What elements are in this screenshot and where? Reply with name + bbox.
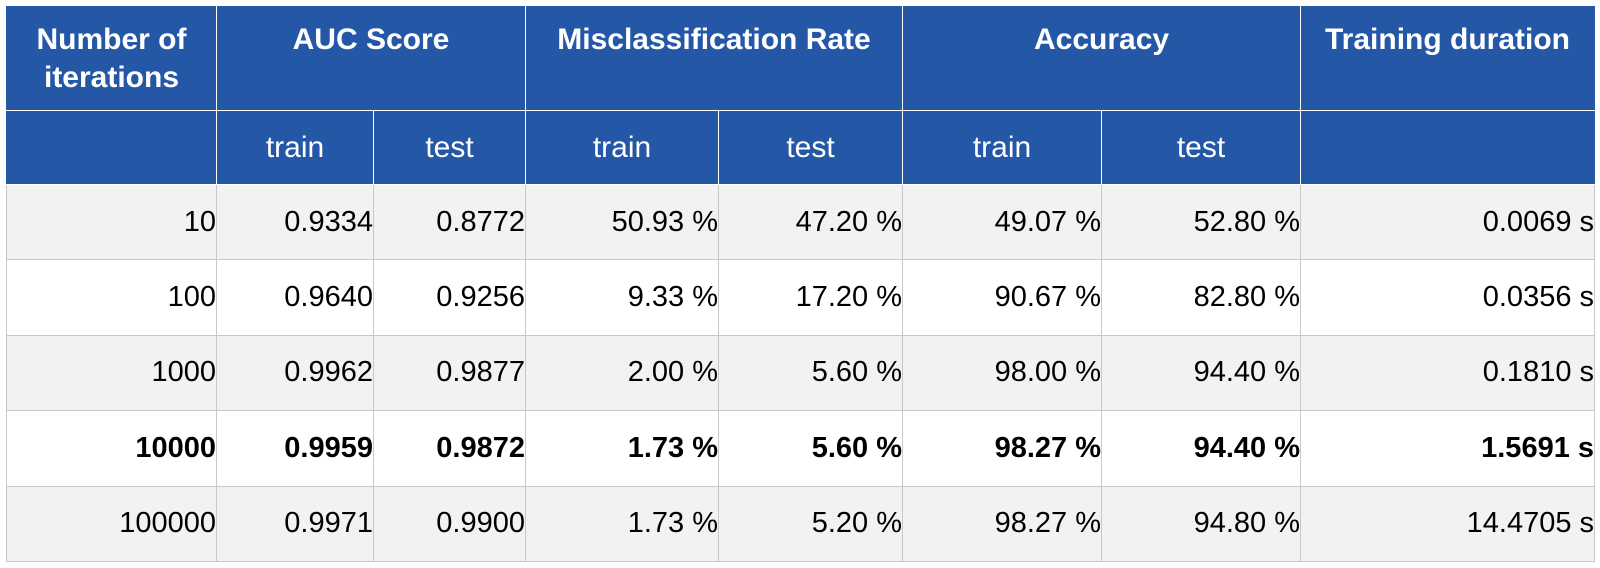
cell-accuracy-train: 98.00 % [902,334,1103,412]
cell-accuracy-train: 49.07 % [902,183,1103,261]
table-row: 10 0.9334 0.8772 50.93 % 47.20 % 49.07 %… [6,183,1596,261]
cell-accuracy-test: 94.40 % [1101,410,1302,487]
cell-auc-test: 0.9256 [373,259,526,336]
header-row-top: Number of iterations AUC Score Misclassi… [6,6,1596,111]
subheader-accuracy-test: test [1101,110,1302,185]
cell-misclass-train: 2.00 % [525,334,719,412]
cell-misclass-test: 5.60 % [717,334,904,412]
header-misclassification: Misclassification Rate [524,6,904,111]
cell-misclass-test: 17.20 % [717,259,904,336]
cell-accuracy-train: 98.27 % [902,410,1103,487]
subheader-auc-test: test [373,110,526,185]
table-row-highlighted: 10000 0.9959 0.9872 1.73 % 5.60 % 98.27 … [6,410,1596,487]
cell-accuracy-test: 94.80 % [1101,485,1302,563]
table-body: 10 0.9334 0.8772 50.93 % 47.20 % 49.07 %… [6,183,1596,563]
cell-auc-train: 0.9971 [216,485,374,563]
cell-iterations: 1000 [6,334,217,412]
cell-misclass-test: 47.20 % [717,183,904,261]
cell-iterations: 10000 [6,410,217,487]
table-row: 100 0.9640 0.9256 9.33 % 17.20 % 90.67 %… [6,259,1596,336]
cell-misclass-train: 1.73 % [525,485,719,563]
header-row-sub: train test train test train test [6,110,1596,185]
cell-auc-train: 0.9959 [216,410,374,487]
cell-misclass-train: 50.93 % [525,183,719,261]
header-duration: Training duration [1300,6,1596,111]
subheader-misclass-test: test [717,110,904,185]
subheader-duration-empty [1300,110,1596,185]
cell-misclass-test: 5.60 % [717,410,904,487]
cell-auc-train: 0.9334 [216,183,374,261]
cell-auc-test: 0.8772 [373,183,526,261]
cell-iterations: 10 [6,183,217,261]
cell-auc-test: 0.9872 [373,410,526,487]
subheader-auc-train: train [216,110,374,185]
cell-iterations: 100000 [6,485,217,563]
cell-duration: 0.0069 s [1300,183,1596,261]
header-iterations: Number of iterations [6,6,217,111]
cell-misclass-test: 5.20 % [717,485,904,563]
cell-auc-test: 0.9900 [373,485,526,563]
results-table: Number of iterations AUC Score Misclassi… [6,6,1596,563]
table-row: 1000 0.9962 0.9877 2.00 % 5.60 % 98.00 %… [6,334,1596,412]
subheader-misclass-train: train [525,110,719,185]
cell-duration: 1.5691 s [1300,410,1596,487]
cell-misclass-train: 9.33 % [525,259,719,336]
header-auc: AUC Score [216,6,526,111]
header-accuracy: Accuracy [902,6,1302,111]
subheader-accuracy-train: train [902,110,1103,185]
cell-duration: 14.4705 s [1300,485,1596,563]
cell-auc-test: 0.9877 [373,334,526,412]
cell-accuracy-test: 52.80 % [1101,183,1302,261]
cell-iterations: 100 [6,259,217,336]
cell-accuracy-train: 98.27 % [902,485,1103,563]
cell-accuracy-train: 90.67 % [902,259,1103,336]
table-row: 100000 0.9971 0.9900 1.73 % 5.20 % 98.27… [6,485,1596,563]
cell-auc-train: 0.9640 [216,259,374,336]
cell-auc-train: 0.9962 [216,334,374,412]
cell-accuracy-test: 94.40 % [1101,334,1302,412]
cell-duration: 0.0356 s [1300,259,1596,336]
cell-accuracy-test: 82.80 % [1101,259,1302,336]
subheader-empty [6,110,217,185]
results-table-container: Number of iterations AUC Score Misclassi… [6,6,1596,563]
cell-misclass-train: 1.73 % [525,410,719,487]
table-header: Number of iterations AUC Score Misclassi… [6,6,1596,185]
cell-duration: 0.1810 s [1300,334,1596,412]
